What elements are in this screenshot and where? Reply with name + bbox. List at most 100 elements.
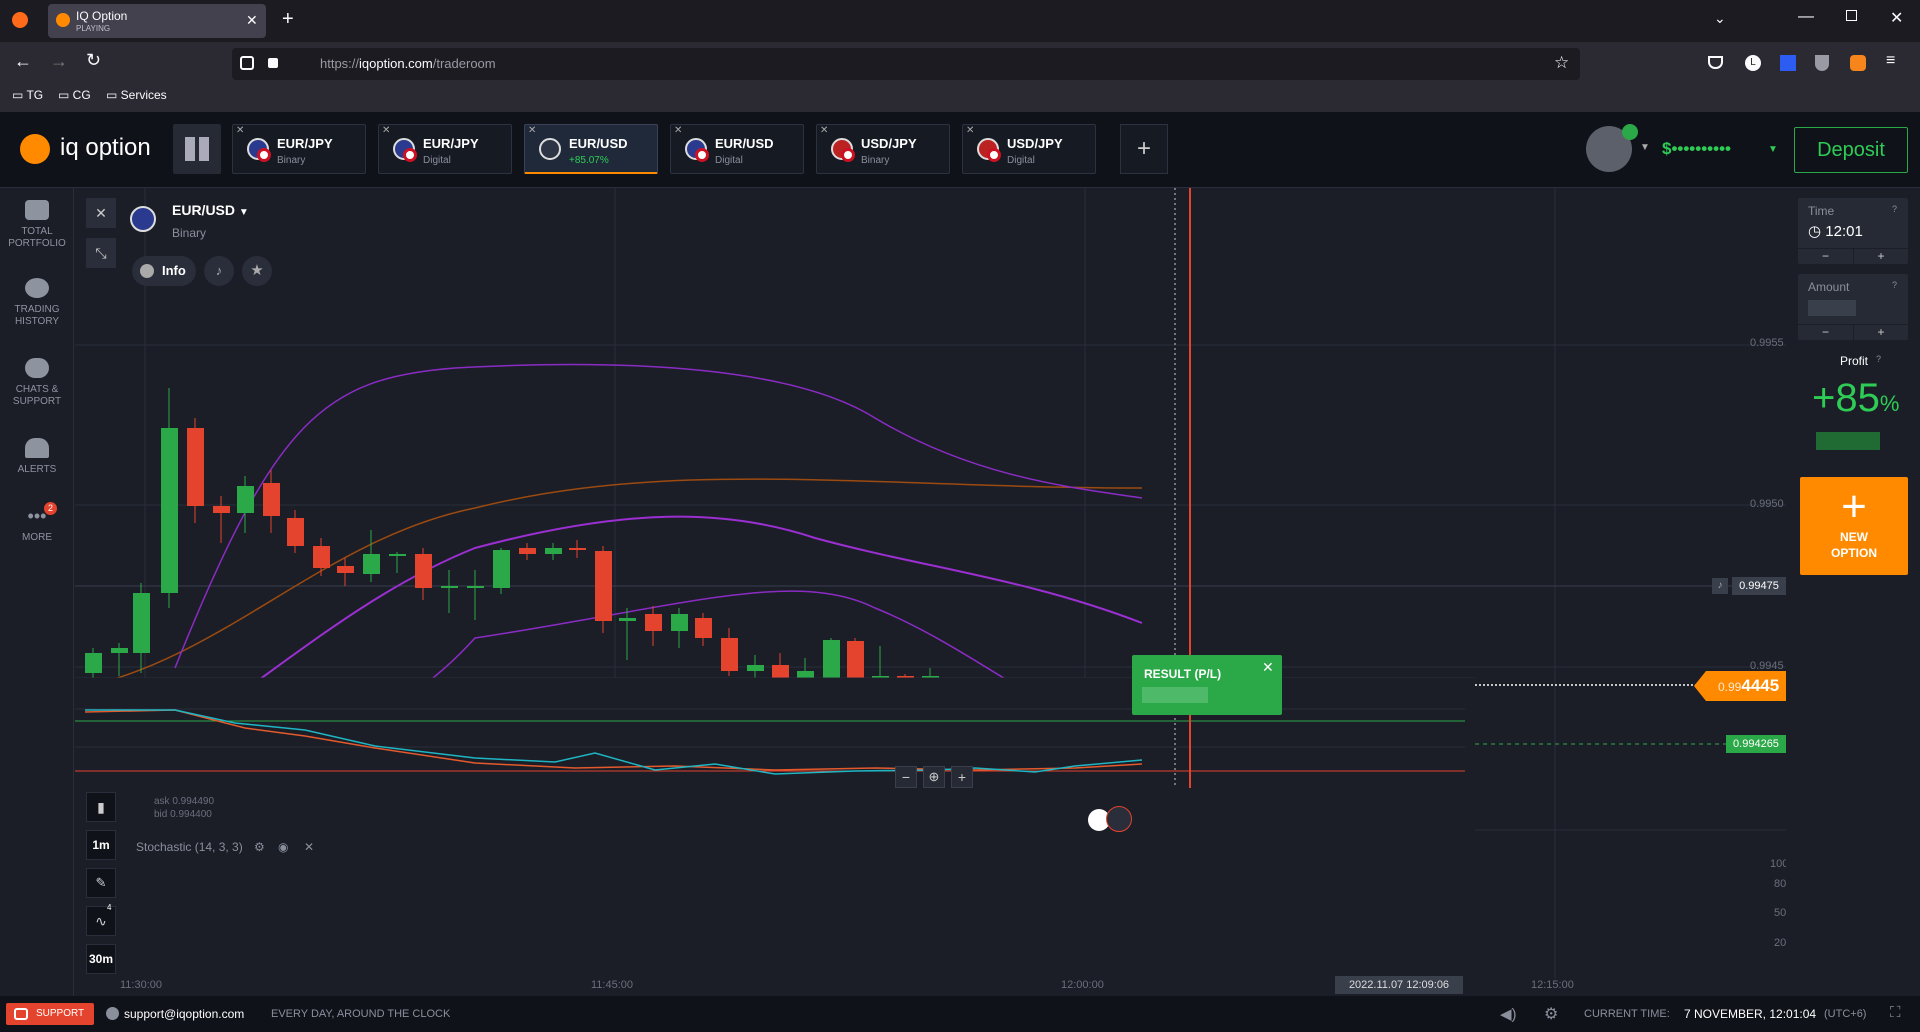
url-bar[interactable]: https://iqoption.com/traderoom ☆	[232, 48, 1580, 80]
asset-grid-button[interactable]	[173, 124, 221, 174]
bookmark-services[interactable]: ▭ Services	[106, 88, 167, 102]
profit-amount-hidden	[1816, 432, 1880, 450]
stoch-level-80-label: 80	[1774, 878, 1787, 890]
sidebar-item-trading-history[interactable]: TRADING HISTORY	[0, 278, 74, 328]
draw-tool-button[interactable]: ✎	[86, 868, 116, 898]
candle-body	[161, 428, 178, 593]
extension-fox-icon[interactable]	[1850, 55, 1866, 71]
close-icon[interactable]: ✕	[528, 125, 537, 136]
asset-tab-1[interactable]: ✕ EUR/JPY Binary	[232, 124, 366, 174]
tab-list-icon[interactable]: ⌄	[1714, 10, 1726, 26]
profit-help-icon[interactable]: ?	[1876, 354, 1882, 364]
alert-bell-button[interactable]: ♪	[204, 256, 234, 286]
amount-plus-button[interactable]: +	[1853, 324, 1908, 340]
time-label-0: 11:30:00	[120, 979, 163, 991]
browser-tab[interactable]: IQ Option PLAYING ✕	[48, 4, 266, 38]
amount-selector[interactable]: Amount ? − +	[1798, 274, 1908, 340]
close-icon[interactable]: ✕	[382, 125, 391, 136]
iq-favicon-icon	[56, 13, 70, 27]
result-box[interactable]: RESULT (P/L) ✕	[1132, 655, 1282, 715]
zoom-in-button[interactable]: +	[951, 766, 973, 788]
add-asset-button[interactable]: +	[1120, 124, 1168, 174]
minimize-button[interactable]: —	[1798, 8, 1814, 25]
close-icon[interactable]: ✕	[820, 125, 829, 136]
zoom-out-button[interactable]: −	[895, 766, 917, 788]
new-option-button[interactable]: + NEW OPTION	[1800, 477, 1908, 575]
favorite-star-button[interactable]: ★	[242, 256, 272, 286]
asset-tab-4[interactable]: ✕ EUR/USD Digital	[670, 124, 804, 174]
balance-chevron-icon[interactable]: ▼	[1768, 144, 1778, 155]
time-selector[interactable]: Time ? ◷ 12:01 − +	[1798, 198, 1908, 264]
collapse-button[interactable]: ⤡	[86, 238, 116, 268]
history-icon	[25, 278, 49, 298]
moving-average-fast	[79, 478, 1143, 689]
avatar-chevron-icon[interactable]: ▼	[1640, 142, 1650, 153]
settings-gear-icon[interactable]: ⚙	[1544, 1006, 1559, 1023]
extension-shield-icon[interactable]	[1815, 55, 1829, 71]
price-chart[interactable]	[75, 188, 1786, 996]
pocket-icon[interactable]	[1708, 56, 1723, 69]
asset-tab-5[interactable]: ✕ USD/JPY Binary	[816, 124, 950, 174]
support-email[interactable]: support@iqoption.com	[124, 1007, 245, 1021]
close-icon[interactable]: ✕	[966, 125, 975, 136]
fullscreen-icon[interactable]: ⛶	[1890, 1004, 1901, 1021]
candle-body	[671, 614, 688, 631]
close-chart-button[interactable]: ✕	[86, 198, 116, 228]
sidebar-item-chats-support[interactable]: CHATS & SUPPORT	[0, 358, 74, 408]
logo-text: iq option	[60, 134, 151, 161]
flag-icon	[393, 138, 417, 162]
sidebar-item-alerts[interactable]: ALERTS	[0, 438, 74, 476]
timeframe-1m-button[interactable]: 1m	[86, 830, 116, 860]
asset-tab-2[interactable]: ✕ EUR/JPY Digital	[378, 124, 512, 174]
app-menu-icon[interactable]: ≡	[1886, 52, 1896, 69]
restore-button[interactable]	[1846, 10, 1857, 21]
close-tab-icon[interactable]: ✕	[246, 12, 258, 28]
close-icon[interactable]: ✕	[674, 125, 683, 136]
close-icon[interactable]: ✕	[236, 125, 245, 136]
chart-type-button[interactable]: ▮	[86, 792, 116, 822]
alert-bell-icon[interactable]: ♪	[1712, 578, 1728, 594]
support-button[interactable]: SUPPORT	[6, 1003, 94, 1025]
extension-flag-icon[interactable]	[1780, 55, 1796, 71]
deposit-button[interactable]: Deposit	[1794, 127, 1908, 173]
amount-label: Amount	[1808, 280, 1850, 294]
candle-body	[237, 486, 254, 513]
sidebar-item-more[interactable]: ••• MORE	[0, 506, 74, 544]
stoch-visibility-icon[interactable]: ◉	[278, 840, 289, 854]
sidebar-item-total-portfolio[interactable]: TOTAL PORTFOLIO	[0, 200, 74, 250]
indicators-button[interactable]: ∿	[86, 906, 116, 936]
close-result-icon[interactable]: ✕	[1262, 659, 1274, 675]
timeframe-30m-button[interactable]: 30m	[86, 944, 116, 974]
zoom-reset-button[interactable]: ⊕	[923, 766, 945, 788]
volume-icon[interactable]: ◀)	[1500, 1006, 1517, 1023]
flag-icon	[977, 138, 1001, 162]
bookmark-tg[interactable]: ▭ TG	[12, 88, 44, 102]
amount-minus-button[interactable]: −	[1798, 324, 1853, 340]
new-tab-button[interactable]: +	[282, 8, 294, 30]
asset-tab-6[interactable]: ✕ USD/JPY Digital	[962, 124, 1096, 174]
indicators-badge: 4	[107, 903, 112, 912]
stoch-level-50-label: 50	[1774, 907, 1787, 919]
time-plus-button[interactable]: +	[1853, 248, 1908, 264]
star-icon[interactable]: ☆	[1554, 53, 1570, 72]
forward-icon[interactable]: →	[50, 51, 68, 71]
stoch-settings-icon[interactable]: ⚙	[254, 840, 265, 854]
asset-tab-3[interactable]: ✕ EUR/USD +85.07%	[524, 124, 658, 174]
candle-body	[467, 586, 484, 588]
profit-label: Profit	[1840, 354, 1869, 368]
time-minus-button[interactable]: −	[1798, 248, 1853, 264]
bookmark-cg[interactable]: ▭ CG	[58, 88, 91, 102]
balance[interactable]: $••••••••••	[1662, 139, 1731, 158]
reload-icon[interactable]: ↻	[86, 50, 102, 70]
extension-l-icon[interactable]: L	[1745, 55, 1761, 71]
back-icon[interactable]: ←	[14, 51, 32, 71]
stoch-remove-icon[interactable]: ✕	[304, 840, 315, 854]
folder-icon: ▭	[58, 88, 73, 102]
info-button[interactable]: Info	[132, 256, 196, 286]
plus-icon: +	[1841, 482, 1867, 531]
asset-pair[interactable]: EUR/USD ▼	[172, 202, 249, 218]
help-icon[interactable]: ?	[1892, 204, 1898, 214]
close-window-button[interactable]: ✕	[1890, 10, 1904, 27]
help-icon[interactable]: ?	[1892, 280, 1898, 290]
candle-body	[213, 506, 230, 513]
